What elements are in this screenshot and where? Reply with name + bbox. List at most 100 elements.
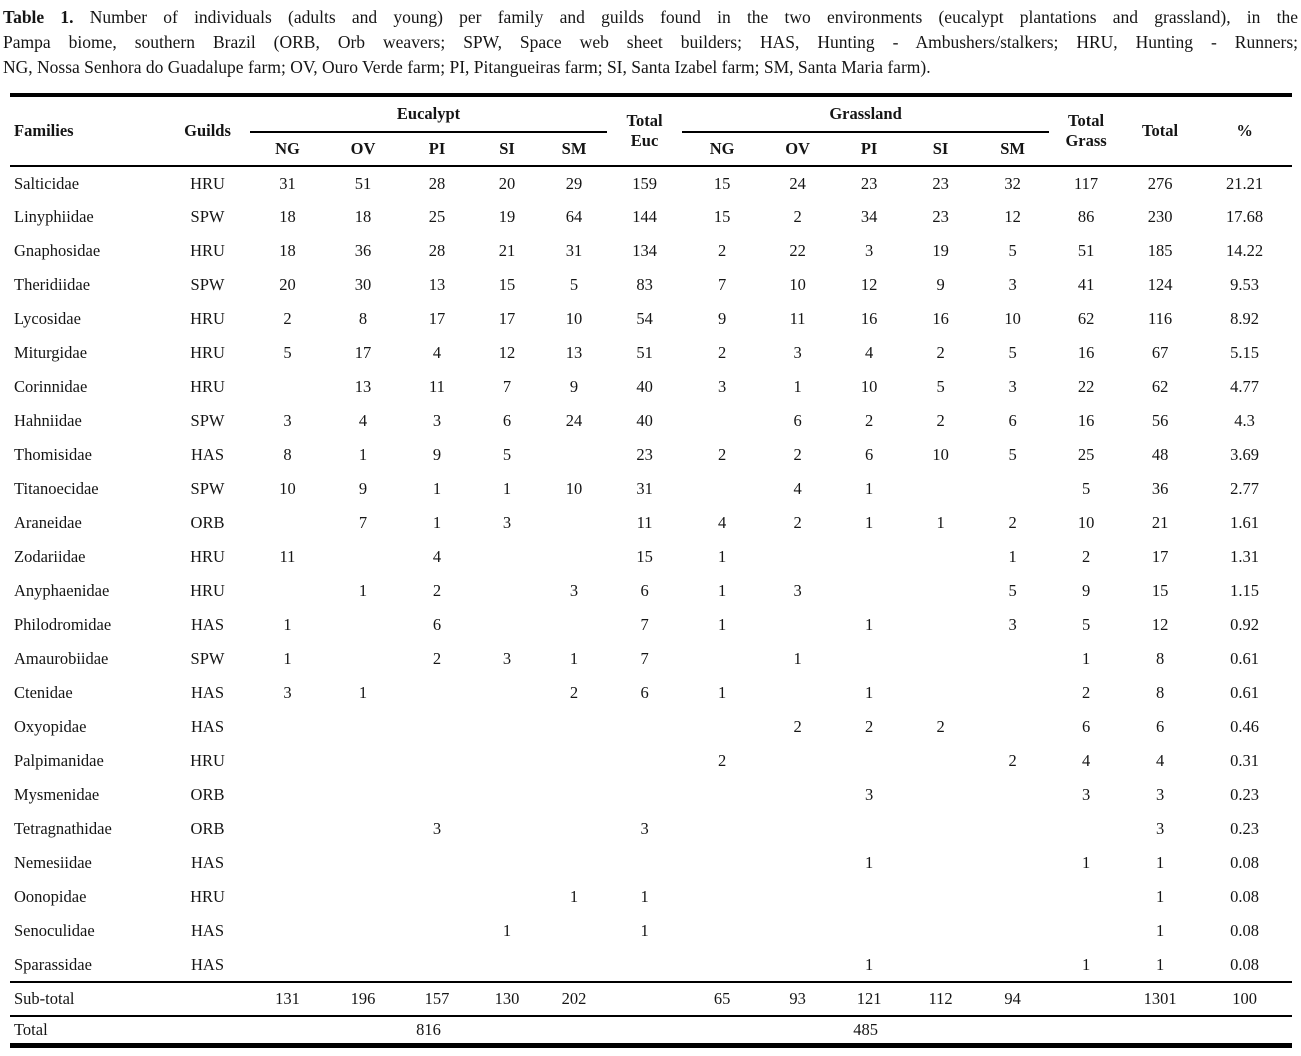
count-cell: 1 <box>936 513 945 532</box>
count-cell: 4 <box>358 411 368 430</box>
count-cell: 8 <box>283 445 292 464</box>
guild-code: ORB <box>190 513 225 532</box>
count-cell <box>250 914 325 948</box>
count-cell: 41 <box>1077 275 1095 294</box>
count-cell: 48 <box>1151 445 1169 464</box>
count-cell: 31 <box>565 241 583 260</box>
guild-code: HRU <box>190 173 225 193</box>
count-cell: 1 <box>358 683 368 702</box>
count-cell: 14.22 <box>1226 241 1264 260</box>
count-cell: 1 <box>717 581 727 600</box>
count-cell: 1.15 <box>1230 581 1260 600</box>
count-cell <box>401 846 473 880</box>
count-cell: 1 <box>717 683 727 702</box>
count-cell: 1 <box>864 615 874 634</box>
guild-code: ORB <box>190 785 225 804</box>
count-cell: 7 <box>640 649 649 668</box>
count-cell: 1 <box>1155 887 1165 906</box>
col-header-guilds: Guilds <box>184 121 231 140</box>
subtotal-grass-ov: 93 <box>789 989 806 1008</box>
count-cell: 6 <box>1008 411 1017 430</box>
count-cell: 4 <box>432 343 442 362</box>
count-cell: 1.61 <box>1230 513 1260 532</box>
count-cell: 19 <box>498 207 516 226</box>
count-cell <box>473 744 541 778</box>
count-cell: 3 <box>864 241 874 260</box>
count-cell <box>541 438 607 472</box>
table-number-label: Table 1. <box>3 7 74 27</box>
count-cell: 15 <box>713 207 731 226</box>
count-cell: 4 <box>432 547 442 566</box>
col-header-euc-sm: SM <box>561 139 587 158</box>
count-cell: 1 <box>1155 954 1165 974</box>
count-cell <box>250 710 325 744</box>
family-name: Anyphaenidae <box>14 581 110 600</box>
count-cell: 9 <box>717 309 727 328</box>
count-cell: 1 <box>502 921 512 940</box>
count-cell: 7 <box>502 377 512 396</box>
col-header-total-grass: Total Grass <box>1065 110 1107 150</box>
count-cell: 6 <box>432 615 442 634</box>
guild-code: HAS <box>190 615 224 634</box>
count-cell <box>250 948 325 982</box>
col-header-grass-sm: SM <box>1000 139 1025 158</box>
count-cell: 11 <box>789 309 806 328</box>
count-cell: 3 <box>1081 785 1091 804</box>
guild-code: HAS <box>190 921 224 940</box>
count-cell <box>976 914 1049 948</box>
count-cell: 1 <box>1155 853 1165 872</box>
family-row: Titanoecidae SPW 10 9 1 1 10 31 4 1 5 36 2.77 <box>10 472 1292 506</box>
count-cell: 3 <box>1008 615 1017 634</box>
count-cell <box>541 744 607 778</box>
count-cell: 10 <box>1004 309 1021 328</box>
count-cell <box>541 778 607 812</box>
count-cell: 0.08 <box>1230 954 1260 974</box>
count-cell <box>976 710 1049 744</box>
family-name: Corinnidae <box>14 377 88 396</box>
count-cell <box>325 880 401 914</box>
count-cell: 15 <box>1151 581 1169 600</box>
count-cell <box>473 676 541 710</box>
count-cell: 8 <box>1155 683 1165 702</box>
family-name: Titanoecidae <box>14 479 99 498</box>
family-row: Senoculidae HAS 1 1 1 0.08 <box>10 914 1292 948</box>
count-cell <box>905 948 976 982</box>
count-cell: 36 <box>1151 479 1169 498</box>
count-cell: 1 <box>358 581 368 600</box>
count-cell: 1 <box>864 853 874 872</box>
count-cell <box>325 608 401 642</box>
count-cell: 11 <box>636 513 653 532</box>
count-cell: 185 <box>1147 241 1173 260</box>
count-cell: 3 <box>793 581 802 600</box>
count-cell: 6 <box>640 581 649 600</box>
group-header-row: Families Guilds Eucalypt Total Euc Grass… <box>10 95 1292 150</box>
col-header-euc-ng: NG <box>275 139 300 158</box>
guild-code: HRU <box>190 343 225 362</box>
count-cell: 1 <box>1081 649 1091 668</box>
count-cell: 3 <box>432 819 442 838</box>
count-cell <box>1049 914 1123 948</box>
count-cell: 3 <box>502 649 512 668</box>
count-cell: 2 <box>793 513 802 532</box>
count-cell <box>762 676 833 710</box>
count-cell: 10 <box>565 309 583 328</box>
count-cell <box>682 880 762 914</box>
count-cell: 4 <box>1081 751 1091 770</box>
count-cell <box>682 812 762 846</box>
count-cell: 3 <box>569 581 579 600</box>
count-cell: 8 <box>358 309 368 328</box>
count-cell: 2 <box>793 445 802 464</box>
guild-code: HRU <box>190 751 225 770</box>
family-row: Ctenidae HAS 3 1 2 6 1 1 2 8 0.61 <box>10 676 1292 710</box>
count-cell <box>905 540 976 574</box>
count-cell: 18 <box>279 241 296 260</box>
count-cell <box>401 676 473 710</box>
family-row: Linyphiidae SPW 18 18 25 19 64 144 15 2 34 23 12 86 23… <box>10 200 1292 234</box>
count-cell <box>401 744 473 778</box>
count-cell: 16 <box>932 309 949 328</box>
subtotal-euc-si: 130 <box>494 989 520 1008</box>
family-name: Oxyopidae <box>14 717 87 736</box>
count-cell: 3.69 <box>1230 445 1260 464</box>
count-cell <box>250 370 325 404</box>
count-cell: 2 <box>936 343 945 362</box>
